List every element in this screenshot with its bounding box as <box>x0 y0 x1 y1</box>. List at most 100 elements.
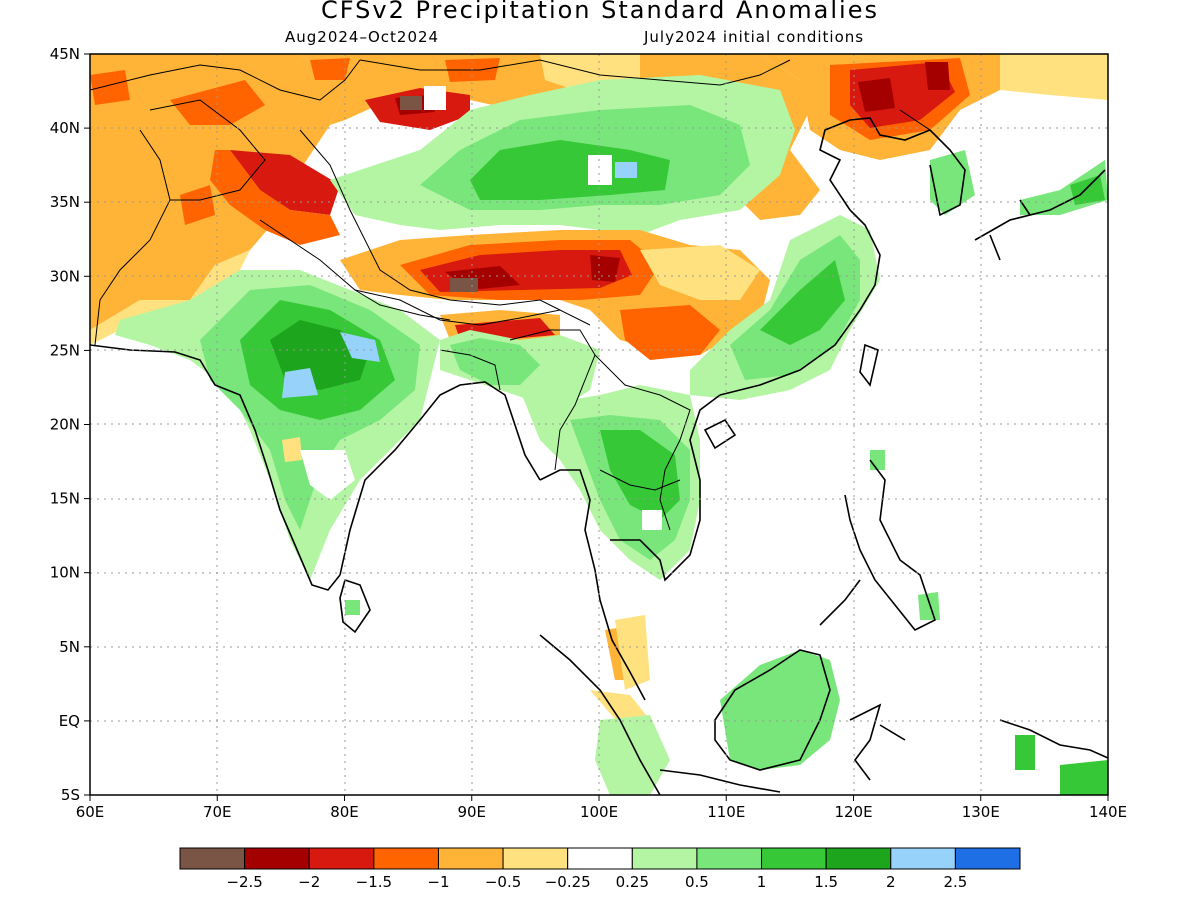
anomaly-green-philippines-2 <box>870 450 885 470</box>
colorbar-label: −0.25 <box>545 873 591 891</box>
y-tick-label: 15N <box>50 490 80 508</box>
y-tick-label: 5S <box>61 786 80 804</box>
y-tick-label: 20N <box>50 416 80 434</box>
colorbar-swatch <box>890 847 956 870</box>
borders <box>90 59 931 531</box>
colorbar-swatch <box>696 847 763 870</box>
border-myanmar <box>509 329 596 471</box>
coast-srilanka <box>339 578 371 634</box>
anomaly-darkorange-n1 <box>310 58 350 80</box>
coast-gulf-thailand <box>610 394 721 582</box>
axis-ticks: 60E 70E 80E 90E 100E 110E 120E 130E 140E 45N 40N 35… <box>50 45 1127 821</box>
border-china-west <box>299 129 561 311</box>
colorbar-label: 2 <box>886 873 896 891</box>
colorbar-swatch <box>761 847 827 870</box>
anomaly-yellow-malaya <box>615 615 650 690</box>
anomaly-green-korea <box>930 150 975 215</box>
colorbar-swatch <box>954 847 1021 870</box>
colorbar-label: 0.25 <box>616 873 649 891</box>
anomaly-green-newguinea <box>1060 760 1108 795</box>
anomaly-darkred-tibet-2 <box>590 255 620 282</box>
anomaly-darkorange-sichuan <box>620 305 720 360</box>
x-tick-label: 140E <box>1089 803 1127 821</box>
anomaly-lightblue-india-2 <box>340 332 380 362</box>
y-tick-label: 25N <box>50 341 80 359</box>
x-tick-label: 120E <box>834 803 872 821</box>
y-tick-label: 45N <box>50 45 80 63</box>
anomaly-white-india <box>300 450 355 500</box>
anomaly-red-kashmir <box>230 150 340 215</box>
coast-india-west <box>90 344 341 591</box>
coast-india-east <box>339 381 541 576</box>
anomaly-darkorange-kashmir <box>210 150 340 245</box>
colorbar-swatch <box>308 847 375 870</box>
anomaly-green-philippines-1 <box>918 592 940 620</box>
x-tick-label: 60E <box>76 803 105 821</box>
anomaly-lightblue-india-1 <box>282 368 318 398</box>
forecast-period: Aug2024–Oct2024 <box>285 28 440 46</box>
coast-myanmar-thai <box>539 469 646 701</box>
border-mongolia <box>359 59 791 86</box>
colorbar-label: −2 <box>298 873 320 891</box>
coast-south-china <box>719 209 881 396</box>
colorbar-label: 2.5 <box>943 873 967 891</box>
colorbar: −2.5 −2 −1.5 −1 −0.5 −0.25 0.25 0.5 1 1.5 2 2.5 <box>179 847 1021 891</box>
colorbar-swatch <box>567 847 633 870</box>
anomaly-midgreen-japan <box>1070 175 1105 205</box>
anomaly-darkorange-w2 <box>180 185 215 225</box>
anomaly-midgreen-central <box>470 140 670 200</box>
border-china-korea <box>899 109 931 131</box>
anomaly-missing-2 <box>588 155 612 185</box>
anomaly-lightgreen-sumatra <box>595 715 670 795</box>
y-tick-label: 35N <box>50 193 80 211</box>
colorbar-swatch <box>179 847 246 870</box>
colorbar-label: −2.5 <box>226 873 262 891</box>
x-tick-label: 80E <box>330 803 359 821</box>
colorbar-swatch <box>437 847 504 870</box>
coast-palawan <box>819 579 861 626</box>
border-laos-vietnam <box>594 354 691 531</box>
coast-korea <box>929 129 966 217</box>
x-tick-label: 90E <box>457 803 486 821</box>
colorbar-swatch <box>631 847 698 870</box>
anomaly-darkred-northeast-2 <box>925 62 950 90</box>
graticule <box>90 54 1108 795</box>
colorbar-label: −0.5 <box>485 873 521 891</box>
anomaly-lightblue-central <box>615 162 637 178</box>
y-tick-label: 30N <box>50 267 80 285</box>
border-thai-cambodia <box>599 469 681 491</box>
x-tick-label: 130E <box>962 803 1000 821</box>
anomaly-darkred-northeast <box>858 78 895 112</box>
coast-north-china <box>819 117 931 211</box>
anomaly-midgreen-southchina <box>760 260 845 345</box>
anomaly-darkorange-w3 <box>170 80 265 125</box>
border-central-asia <box>90 59 361 101</box>
anomaly-yellow-tibet-edge <box>640 245 760 300</box>
colorbar-label: −1.5 <box>356 873 392 891</box>
border-afghan <box>149 99 266 201</box>
border-bangladesh <box>439 349 501 391</box>
anomaly-field <box>90 54 1108 795</box>
border-nepal <box>354 289 451 321</box>
y-tick-label: EQ <box>59 712 80 730</box>
y-tick-label: 40N <box>50 119 80 137</box>
colorbar-label: 1 <box>757 873 767 891</box>
colorbar-swatch <box>373 847 439 870</box>
colorbar-swatch <box>502 847 569 870</box>
coast-taiwan <box>859 343 879 387</box>
colorbar-swatch <box>244 847 310 870</box>
anomaly-yellow-india <box>282 437 302 462</box>
coast-sulawesi <box>849 703 906 781</box>
border-india-china <box>259 219 591 326</box>
anomaly-green-srilanka <box>345 600 360 615</box>
anomaly-yellow-northeast <box>1000 54 1108 100</box>
coast-newguinea <box>999 719 1108 759</box>
coastlines <box>90 117 1108 795</box>
y-tick-label: 10N <box>50 564 80 582</box>
coast-sumatra <box>539 634 661 795</box>
anomaly-brown-tibet <box>450 278 478 292</box>
anomaly-missing-1 <box>424 86 446 110</box>
initial-conditions: July2024 initial conditions <box>644 28 865 46</box>
anomaly-white-mekong <box>642 510 662 530</box>
